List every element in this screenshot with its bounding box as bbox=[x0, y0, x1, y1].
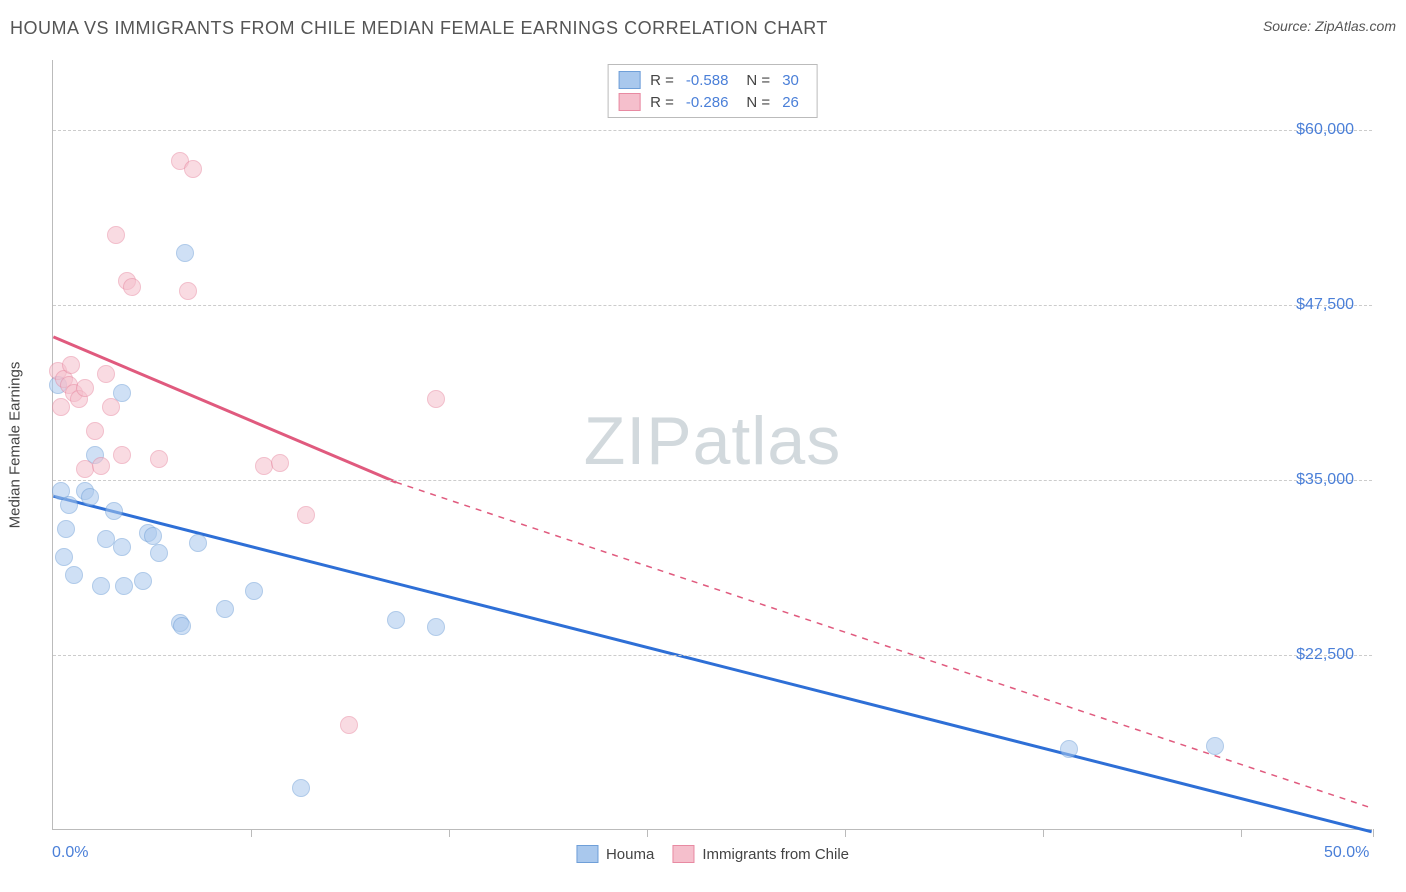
data-point bbox=[62, 356, 80, 374]
data-point bbox=[57, 520, 75, 538]
data-point bbox=[1206, 737, 1224, 755]
data-point bbox=[340, 716, 358, 734]
legend-n-value: 26 bbox=[782, 94, 799, 111]
data-point bbox=[60, 496, 78, 514]
scatter-plot: Median Female Earnings ZIPatlas R =-0.58… bbox=[52, 60, 1372, 830]
data-point bbox=[123, 278, 141, 296]
legend-n-value: 30 bbox=[782, 72, 799, 89]
data-point bbox=[189, 534, 207, 552]
source-label: Source: ZipAtlas.com bbox=[1263, 18, 1396, 34]
data-point bbox=[1060, 740, 1078, 758]
legend-swatch bbox=[672, 845, 694, 863]
gridline bbox=[53, 655, 1372, 656]
data-point bbox=[86, 422, 104, 440]
x-tick bbox=[1241, 829, 1242, 837]
x-axis-min-label: 0.0% bbox=[52, 844, 88, 862]
data-point bbox=[65, 566, 83, 584]
x-tick bbox=[1043, 829, 1044, 837]
legend-series-item: Immigrants from Chile bbox=[672, 845, 849, 863]
legend-series-name: Immigrants from Chile bbox=[702, 846, 849, 863]
data-point bbox=[115, 577, 133, 595]
x-axis-max-label: 50.0% bbox=[1324, 844, 1369, 862]
legend-r-label: R = bbox=[650, 94, 674, 111]
legend-statistics: R = -0.588 N = 30 R = -0.286 N = 26 bbox=[607, 64, 818, 118]
legend-swatch bbox=[576, 845, 598, 863]
data-point bbox=[92, 457, 110, 475]
data-point bbox=[52, 398, 70, 416]
legend-series-item: Houma bbox=[576, 845, 654, 863]
legend-r-value: -0.286 bbox=[686, 94, 729, 111]
y-tick-label: $60,000 bbox=[1296, 121, 1354, 139]
data-point bbox=[144, 527, 162, 545]
watermark-bold: ZIP bbox=[584, 403, 693, 479]
legend-swatch bbox=[618, 93, 640, 111]
data-point bbox=[387, 611, 405, 629]
x-tick bbox=[845, 829, 846, 837]
data-point bbox=[81, 488, 99, 506]
trend-lines bbox=[53, 60, 1372, 829]
data-point bbox=[173, 617, 191, 635]
data-point bbox=[97, 365, 115, 383]
data-point bbox=[150, 450, 168, 468]
legend-series: Houma Immigrants from Chile bbox=[576, 845, 849, 863]
data-point bbox=[150, 544, 168, 562]
data-point bbox=[107, 226, 125, 244]
gridline bbox=[53, 130, 1372, 131]
x-tick bbox=[449, 829, 450, 837]
data-point bbox=[216, 600, 234, 618]
legend-series-name: Houma bbox=[606, 846, 654, 863]
legend-r-label: R = bbox=[650, 72, 674, 89]
trend-line-dashed bbox=[396, 482, 1372, 808]
data-point bbox=[297, 506, 315, 524]
data-point bbox=[102, 398, 120, 416]
gridline bbox=[53, 480, 1372, 481]
data-point bbox=[134, 572, 152, 590]
data-point bbox=[245, 582, 263, 600]
legend-stat-row: R = -0.588 N = 30 bbox=[618, 69, 807, 91]
y-tick-label: $47,500 bbox=[1296, 296, 1354, 314]
data-point bbox=[427, 618, 445, 636]
data-point bbox=[176, 244, 194, 262]
data-point bbox=[179, 282, 197, 300]
x-tick bbox=[647, 829, 648, 837]
data-point bbox=[105, 502, 123, 520]
data-point bbox=[92, 577, 110, 595]
data-point bbox=[292, 779, 310, 797]
data-point bbox=[76, 379, 94, 397]
data-point bbox=[113, 538, 131, 556]
legend-r-value: -0.588 bbox=[686, 72, 729, 89]
watermark-light: atlas bbox=[693, 403, 842, 479]
y-tick-label: $22,500 bbox=[1296, 646, 1354, 664]
data-point bbox=[271, 454, 289, 472]
trend-line bbox=[53, 496, 1371, 832]
y-tick-label: $35,000 bbox=[1296, 471, 1354, 489]
data-point bbox=[113, 446, 131, 464]
data-point bbox=[427, 390, 445, 408]
legend-stat-row: R = -0.286 N = 26 bbox=[618, 91, 807, 113]
y-axis-title: Median Female Earnings bbox=[7, 361, 24, 528]
data-point bbox=[184, 160, 202, 178]
legend-n-label: N = bbox=[746, 72, 770, 89]
x-tick bbox=[251, 829, 252, 837]
data-point bbox=[55, 548, 73, 566]
x-tick bbox=[1373, 829, 1374, 837]
chart-title: HOUMA VS IMMIGRANTS FROM CHILE MEDIAN FE… bbox=[10, 18, 828, 39]
legend-swatch bbox=[618, 71, 640, 89]
watermark: ZIPatlas bbox=[584, 402, 841, 480]
gridline bbox=[53, 305, 1372, 306]
legend-n-label: N = bbox=[746, 94, 770, 111]
